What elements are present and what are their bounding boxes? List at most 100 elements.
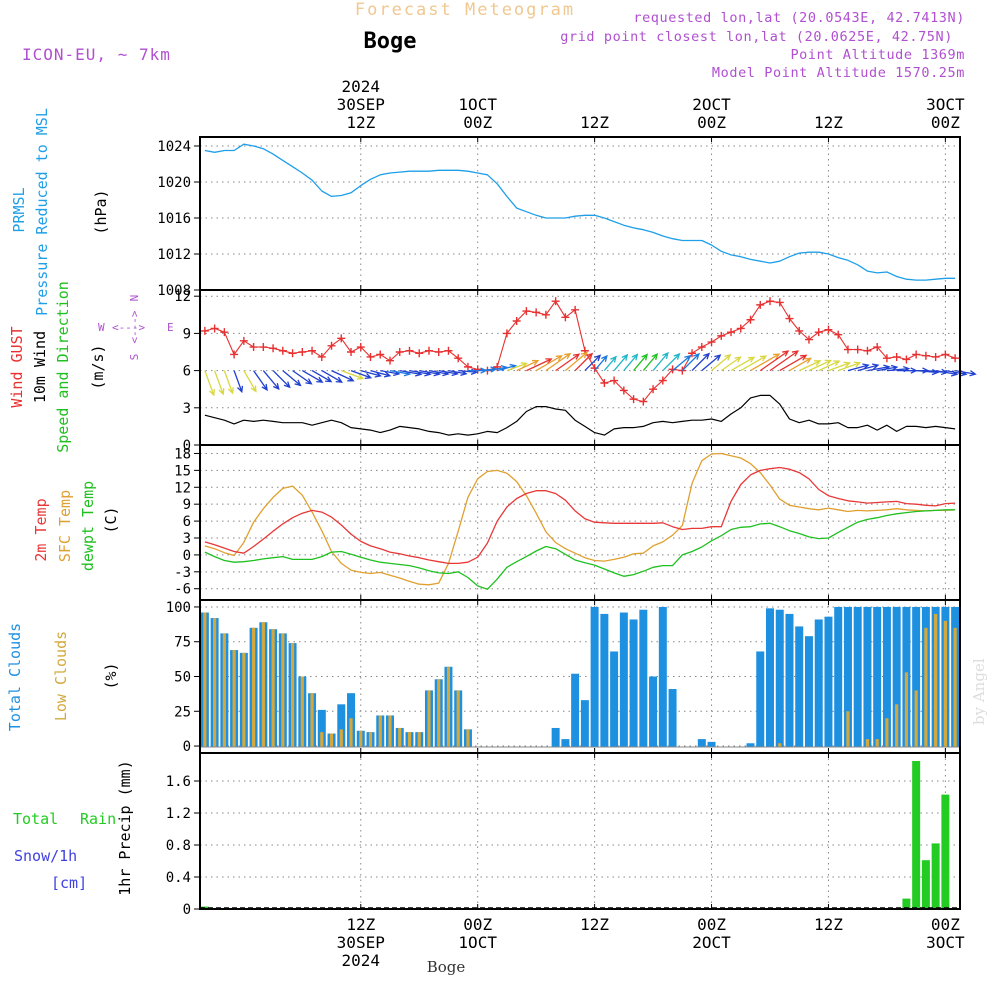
total-cloud-bar (766, 608, 774, 748)
c-unit: (C) (102, 506, 120, 533)
wind-arrow (740, 355, 768, 372)
y-tick-label: 0 (183, 438, 191, 454)
gust-marker (775, 298, 784, 307)
wind-arrow (253, 370, 268, 392)
wind-arrow (789, 357, 812, 372)
top-tick-label: 12Z (346, 113, 375, 132)
y-tick-label: 6 (183, 514, 191, 530)
top-tick-label: 00Z (931, 113, 960, 132)
total-cloud-bar (600, 613, 609, 748)
gust-marker (931, 352, 940, 361)
gust-marker (882, 354, 891, 363)
gust-marker (347, 348, 356, 356)
top-tick-label: 00Z (697, 113, 726, 132)
total-cloud-bar (658, 606, 667, 748)
gust-marker (843, 345, 852, 354)
total-cloud-bar (843, 606, 852, 748)
low-cloud-bar (904, 672, 909, 748)
gust-marker (795, 326, 804, 335)
total-cloud-bar (561, 739, 570, 748)
total-clouds-label: Total Clouds (6, 623, 24, 731)
panels: 10081012101610201024036912-6-30369121518… (157, 136, 977, 918)
wind-arrow (555, 353, 581, 372)
panel-labels: PRMSL Pressure Reduced to MSL (hPa) Wind GU… (6, 108, 174, 896)
model-altitude: Model Point Altitude 1570.25m (712, 65, 965, 81)
wind-arrow (652, 351, 669, 372)
low-cloud-bar (407, 732, 412, 748)
wind-arrow (750, 353, 781, 372)
point-altitude: Point Altitude 1369m (790, 47, 965, 63)
total-cloud-bar (590, 606, 599, 748)
compass-ns-arrow: <---> (128, 310, 141, 343)
total-cloud-bar (707, 741, 716, 748)
wind-arrow (584, 354, 602, 372)
gust-marker (308, 346, 317, 355)
y-tick-label: 12 (174, 289, 191, 305)
gust-marker (259, 343, 268, 352)
gust-marker (337, 334, 346, 343)
y-tick-label: 0 (183, 739, 191, 755)
gust-marker (561, 313, 570, 322)
gust-line (204, 300, 956, 403)
y-tick-label: 3 (183, 531, 191, 547)
footer-station: Boge (427, 958, 466, 976)
total-cloud-bar (697, 739, 706, 748)
gust-marker (658, 376, 667, 385)
low-cloud-bar (914, 690, 918, 748)
low-cloud-bar (378, 715, 382, 748)
gust-marker (804, 335, 813, 344)
y-tick-label: 9 (183, 497, 191, 513)
wind-arrow (701, 354, 722, 372)
wind-arrow (535, 355, 563, 372)
pct-unit: (%) (102, 662, 120, 689)
wind-arrow (857, 363, 880, 372)
low-cloud-bar (242, 652, 246, 748)
low-cloud-bar (427, 690, 431, 748)
y-tick-label: 1.2 (166, 806, 191, 822)
wind-arrow (681, 352, 700, 372)
total-cloud-bar (317, 709, 326, 748)
gust-marker (230, 350, 239, 359)
legend-cm: [cm] (51, 874, 87, 892)
gust-marker (522, 307, 531, 316)
y-tick-label: -3 (174, 565, 191, 581)
y-tick-label: 0.8 (166, 838, 191, 854)
legend-total: Total (13, 810, 58, 828)
gust-marker (717, 331, 726, 340)
panel-frame (199, 444, 961, 601)
y-tick-label: 0 (183, 548, 191, 564)
t2m-label: 2m Temp (32, 498, 50, 561)
wind-arrow (360, 369, 383, 378)
gust-marker (814, 328, 823, 337)
wind-arrow (691, 352, 711, 372)
wind-arrow (955, 369, 977, 377)
gust-marker (785, 314, 794, 323)
station-title: Boge (364, 29, 417, 54)
top-tick-label: 1OCT (458, 95, 497, 114)
precip-bar (912, 761, 921, 909)
gust-marker (415, 349, 424, 358)
gust-marker (639, 397, 648, 406)
low-cloud-bar (846, 711, 850, 748)
low-cloud-bar (778, 743, 782, 748)
low-cloud-bar (261, 622, 265, 748)
gust-marker (746, 315, 755, 324)
low-cloud-bar (300, 676, 304, 748)
gust-marker (571, 305, 580, 314)
low-cloud-bar (310, 693, 314, 748)
bottom-tick-label: 00Z (931, 915, 960, 934)
bottom-tick-label: 00Z (463, 915, 492, 934)
gust-marker (902, 355, 911, 364)
y-tick-label: 0 (183, 902, 191, 918)
low-cloud-bar (875, 739, 879, 748)
low-cloud-bar (943, 620, 947, 748)
gust-marker (873, 343, 882, 352)
gust-marker (502, 329, 511, 338)
precip-bar (941, 794, 950, 909)
gust-marker (619, 386, 628, 395)
bottom-tick-label: 2OCT (692, 933, 731, 952)
compass-we-arrow: <---> (112, 321, 145, 334)
low-cloud-bar (359, 730, 363, 748)
wind-arrow (847, 363, 870, 372)
wind-arrow (613, 353, 629, 372)
